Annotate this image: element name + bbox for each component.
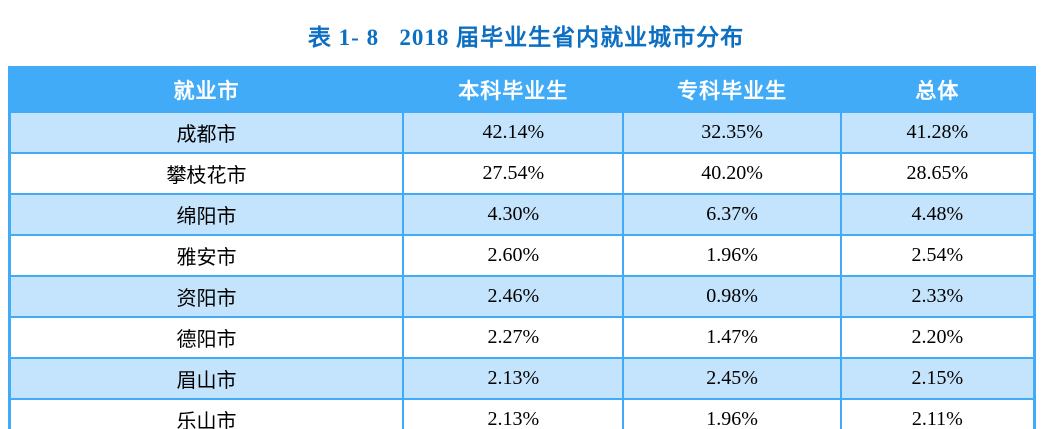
cell-total: 2.15%: [839, 357, 1036, 400]
employment-city-table: 就业市 本科毕业生 专科毕业生 总体 成都市 42.14% 32.35% 41.…: [8, 66, 1036, 429]
cell-undergraduate: 2.60%: [402, 234, 625, 277]
cell-total: 28.65%: [839, 152, 1036, 195]
cell-total: 41.28%: [839, 111, 1036, 154]
table-row: 乐山市 2.13% 1.96% 2.11%: [8, 398, 1036, 429]
table-row: 眉山市 2.13% 2.45% 2.15%: [8, 357, 1036, 400]
cell-city: 成都市: [8, 111, 405, 154]
cell-total: 2.11%: [839, 398, 1036, 429]
column-header-city: 就业市: [8, 66, 405, 113]
cell-undergraduate: 27.54%: [402, 152, 625, 195]
cell-undergraduate: 2.13%: [402, 357, 625, 400]
cell-junior-college: 40.20%: [622, 152, 842, 195]
cell-undergraduate: 4.30%: [402, 193, 625, 236]
table-row: 攀枝花市 27.54% 40.20% 28.65%: [8, 152, 1036, 195]
cell-total: 2.54%: [839, 234, 1036, 277]
table-row: 资阳市 2.46% 0.98% 2.33%: [8, 275, 1036, 318]
cell-city: 绵阳市: [8, 193, 405, 236]
cell-undergraduate: 42.14%: [402, 111, 625, 154]
cell-junior-college: 1.96%: [622, 398, 842, 429]
table-row: 绵阳市 4.30% 6.37% 4.48%: [8, 193, 1036, 236]
cell-city: 雅安市: [8, 234, 405, 277]
cell-junior-college: 2.45%: [622, 357, 842, 400]
column-header-undergraduate: 本科毕业生: [402, 66, 625, 113]
cell-city: 德阳市: [8, 316, 405, 359]
cell-city: 乐山市: [8, 398, 405, 429]
cell-junior-college: 1.47%: [622, 316, 842, 359]
table-row: 雅安市 2.60% 1.96% 2.54%: [8, 234, 1036, 277]
column-header-total: 总体: [839, 66, 1036, 113]
cell-undergraduate: 2.46%: [402, 275, 625, 318]
cell-junior-college: 0.98%: [622, 275, 842, 318]
cell-city: 眉山市: [8, 357, 405, 400]
table-row: 成都市 42.14% 32.35% 41.28%: [8, 111, 1036, 154]
cell-undergraduate: 2.27%: [402, 316, 625, 359]
cell-city: 攀枝花市: [8, 152, 405, 195]
cell-junior-college: 1.96%: [622, 234, 842, 277]
cell-total: 4.48%: [839, 193, 1036, 236]
cell-junior-college: 6.37%: [622, 193, 842, 236]
cell-total: 2.33%: [839, 275, 1036, 318]
table-row: 德阳市 2.27% 1.47% 2.20%: [8, 316, 1036, 359]
cell-undergraduate: 2.13%: [402, 398, 625, 429]
table-header-row: 就业市 本科毕业生 专科毕业生 总体: [8, 66, 1036, 113]
table-title: 表 1- 8 2018 届毕业生省内就业城市分布: [307, 25, 745, 50]
cell-junior-college: 32.35%: [622, 111, 842, 154]
cell-total: 2.20%: [839, 316, 1036, 359]
cell-city: 资阳市: [8, 275, 405, 318]
column-header-junior-college: 专科毕业生: [622, 66, 842, 113]
